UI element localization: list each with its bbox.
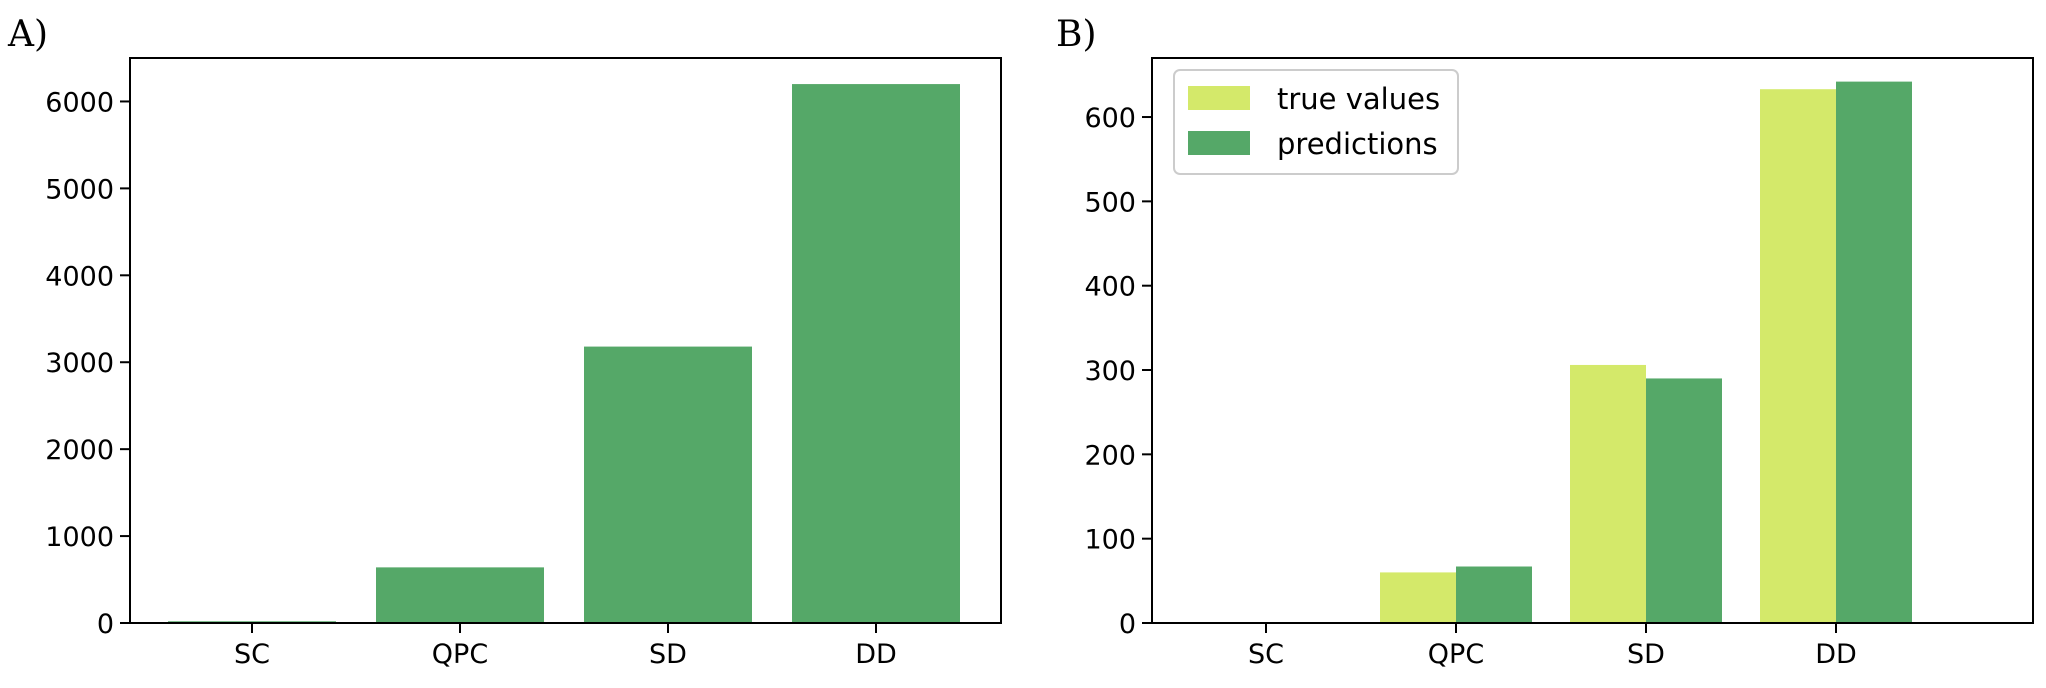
y-tick-label: 1000 bbox=[45, 522, 114, 553]
legend-swatch-true-values bbox=[1188, 86, 1250, 110]
y-tick-label: 500 bbox=[1084, 187, 1136, 218]
panel-b-label: B) bbox=[1056, 14, 1097, 55]
panel-a-bars bbox=[168, 84, 960, 624]
chart-panel-a: A) 0 1000 2000 3000 4000 5000 6000 SC QPC SD DD bbox=[7, 14, 1002, 670]
y-tick-label: 200 bbox=[1084, 440, 1136, 471]
bar-true-values-qpc bbox=[1380, 572, 1456, 623]
x-tick-label: SC bbox=[1248, 639, 1284, 670]
panel-b-legend: true values predictions bbox=[1173, 69, 1459, 175]
y-tick-label: 4000 bbox=[45, 261, 114, 292]
bar-predictions-dd bbox=[1836, 81, 1912, 623]
y-tick-label: 300 bbox=[1084, 356, 1136, 387]
legend-label-true-values: true values bbox=[1277, 82, 1440, 116]
panel-b-bars bbox=[1380, 81, 1912, 624]
panel-b-x-axis: SC QPC SD DD bbox=[1248, 623, 1857, 670]
x-tick-label: DD bbox=[855, 639, 897, 670]
bar-qpc bbox=[376, 567, 544, 623]
panel-a-label: A) bbox=[7, 14, 48, 55]
x-tick-label: QPC bbox=[432, 639, 488, 670]
bar-predictions-qpc bbox=[1456, 566, 1532, 623]
y-tick-label: 6000 bbox=[45, 87, 114, 118]
y-tick-label: 0 bbox=[97, 609, 114, 640]
x-tick-label: SD bbox=[649, 639, 687, 670]
x-tick-label: QPC bbox=[1428, 639, 1484, 670]
panel-a-x-axis: SC QPC SD DD bbox=[234, 623, 897, 670]
y-tick-label: 400 bbox=[1084, 272, 1136, 303]
y-tick-label: 5000 bbox=[45, 174, 114, 205]
x-tick-label: SD bbox=[1627, 639, 1665, 670]
x-tick-label: SC bbox=[234, 639, 270, 670]
y-tick-label: 2000 bbox=[45, 435, 114, 466]
y-tick-label: 3000 bbox=[45, 348, 114, 379]
y-tick-label: 600 bbox=[1084, 103, 1136, 134]
bar-true-values-dd bbox=[1760, 89, 1836, 624]
y-tick-label: 100 bbox=[1084, 525, 1136, 556]
legend-label-predictions: predictions bbox=[1277, 127, 1438, 161]
bar-dd bbox=[792, 84, 960, 624]
panel-a-y-axis: 0 1000 2000 3000 4000 5000 6000 bbox=[45, 87, 130, 640]
bar-predictions-sd bbox=[1646, 378, 1722, 623]
panel-b-plot-frame bbox=[1151, 57, 2034, 624]
chart-panel-b: B) 0 100 200 300 400 500 600 SC QPC SD DD true va… bbox=[1056, 14, 2034, 670]
y-tick-label: 0 bbox=[1119, 609, 1136, 640]
panel-b-y-axis: 0 100 200 300 400 500 600 bbox=[1084, 103, 1152, 640]
panel-a-plot-frame bbox=[129, 57, 1002, 624]
legend-swatch-predictions bbox=[1188, 131, 1250, 155]
bar-sd bbox=[584, 346, 752, 623]
bar-true-values-sd bbox=[1570, 364, 1646, 623]
x-tick-label: DD bbox=[1815, 639, 1857, 670]
